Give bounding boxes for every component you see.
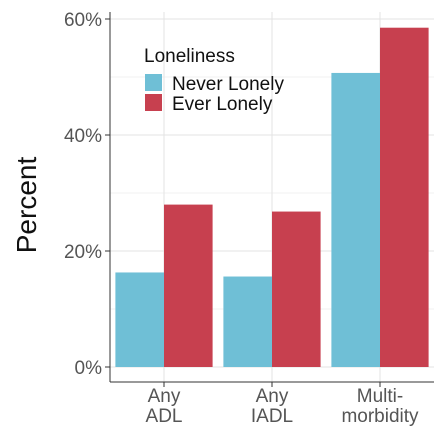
- legend-label-ever-lonely: Ever Lonely: [172, 94, 273, 115]
- y-tick-label: 0%: [75, 358, 103, 379]
- legend-label-never-lonely: Never Lonely: [172, 74, 284, 95]
- x-tick-label: Multi-: [357, 386, 403, 407]
- x-tick-label: IADL: [251, 406, 293, 427]
- x-tick-label: morbidity: [341, 406, 419, 427]
- bar-never-lonely-multi-morbidity: [331, 72, 380, 367]
- x-tick-label: Any: [256, 386, 289, 407]
- x-tick-label: ADL: [146, 406, 183, 427]
- x-tick-label: Any: [148, 386, 181, 407]
- legend-swatch-never-lonely: [145, 74, 162, 91]
- y-tick-label: 60%: [64, 10, 102, 31]
- bar-ever-lonely-any-iadl: [272, 211, 321, 367]
- legend-swatch-ever-lonely: [145, 94, 162, 111]
- bar-never-lonely-any-adl: [115, 272, 164, 367]
- bars: [115, 27, 429, 367]
- y-tick-label: 20%: [64, 242, 102, 263]
- bar-ever-lonely-any-adl: [164, 204, 213, 367]
- y-tick-label: 40%: [64, 126, 102, 147]
- legend: Loneliness Never Lonely Ever Lonely: [144, 46, 284, 115]
- bar-ever-lonely-multi-morbidity: [380, 27, 429, 367]
- y-axis-title: Percent: [11, 157, 42, 254]
- bar-never-lonely-any-iadl: [223, 276, 272, 367]
- legend-title: Loneliness: [144, 46, 235, 67]
